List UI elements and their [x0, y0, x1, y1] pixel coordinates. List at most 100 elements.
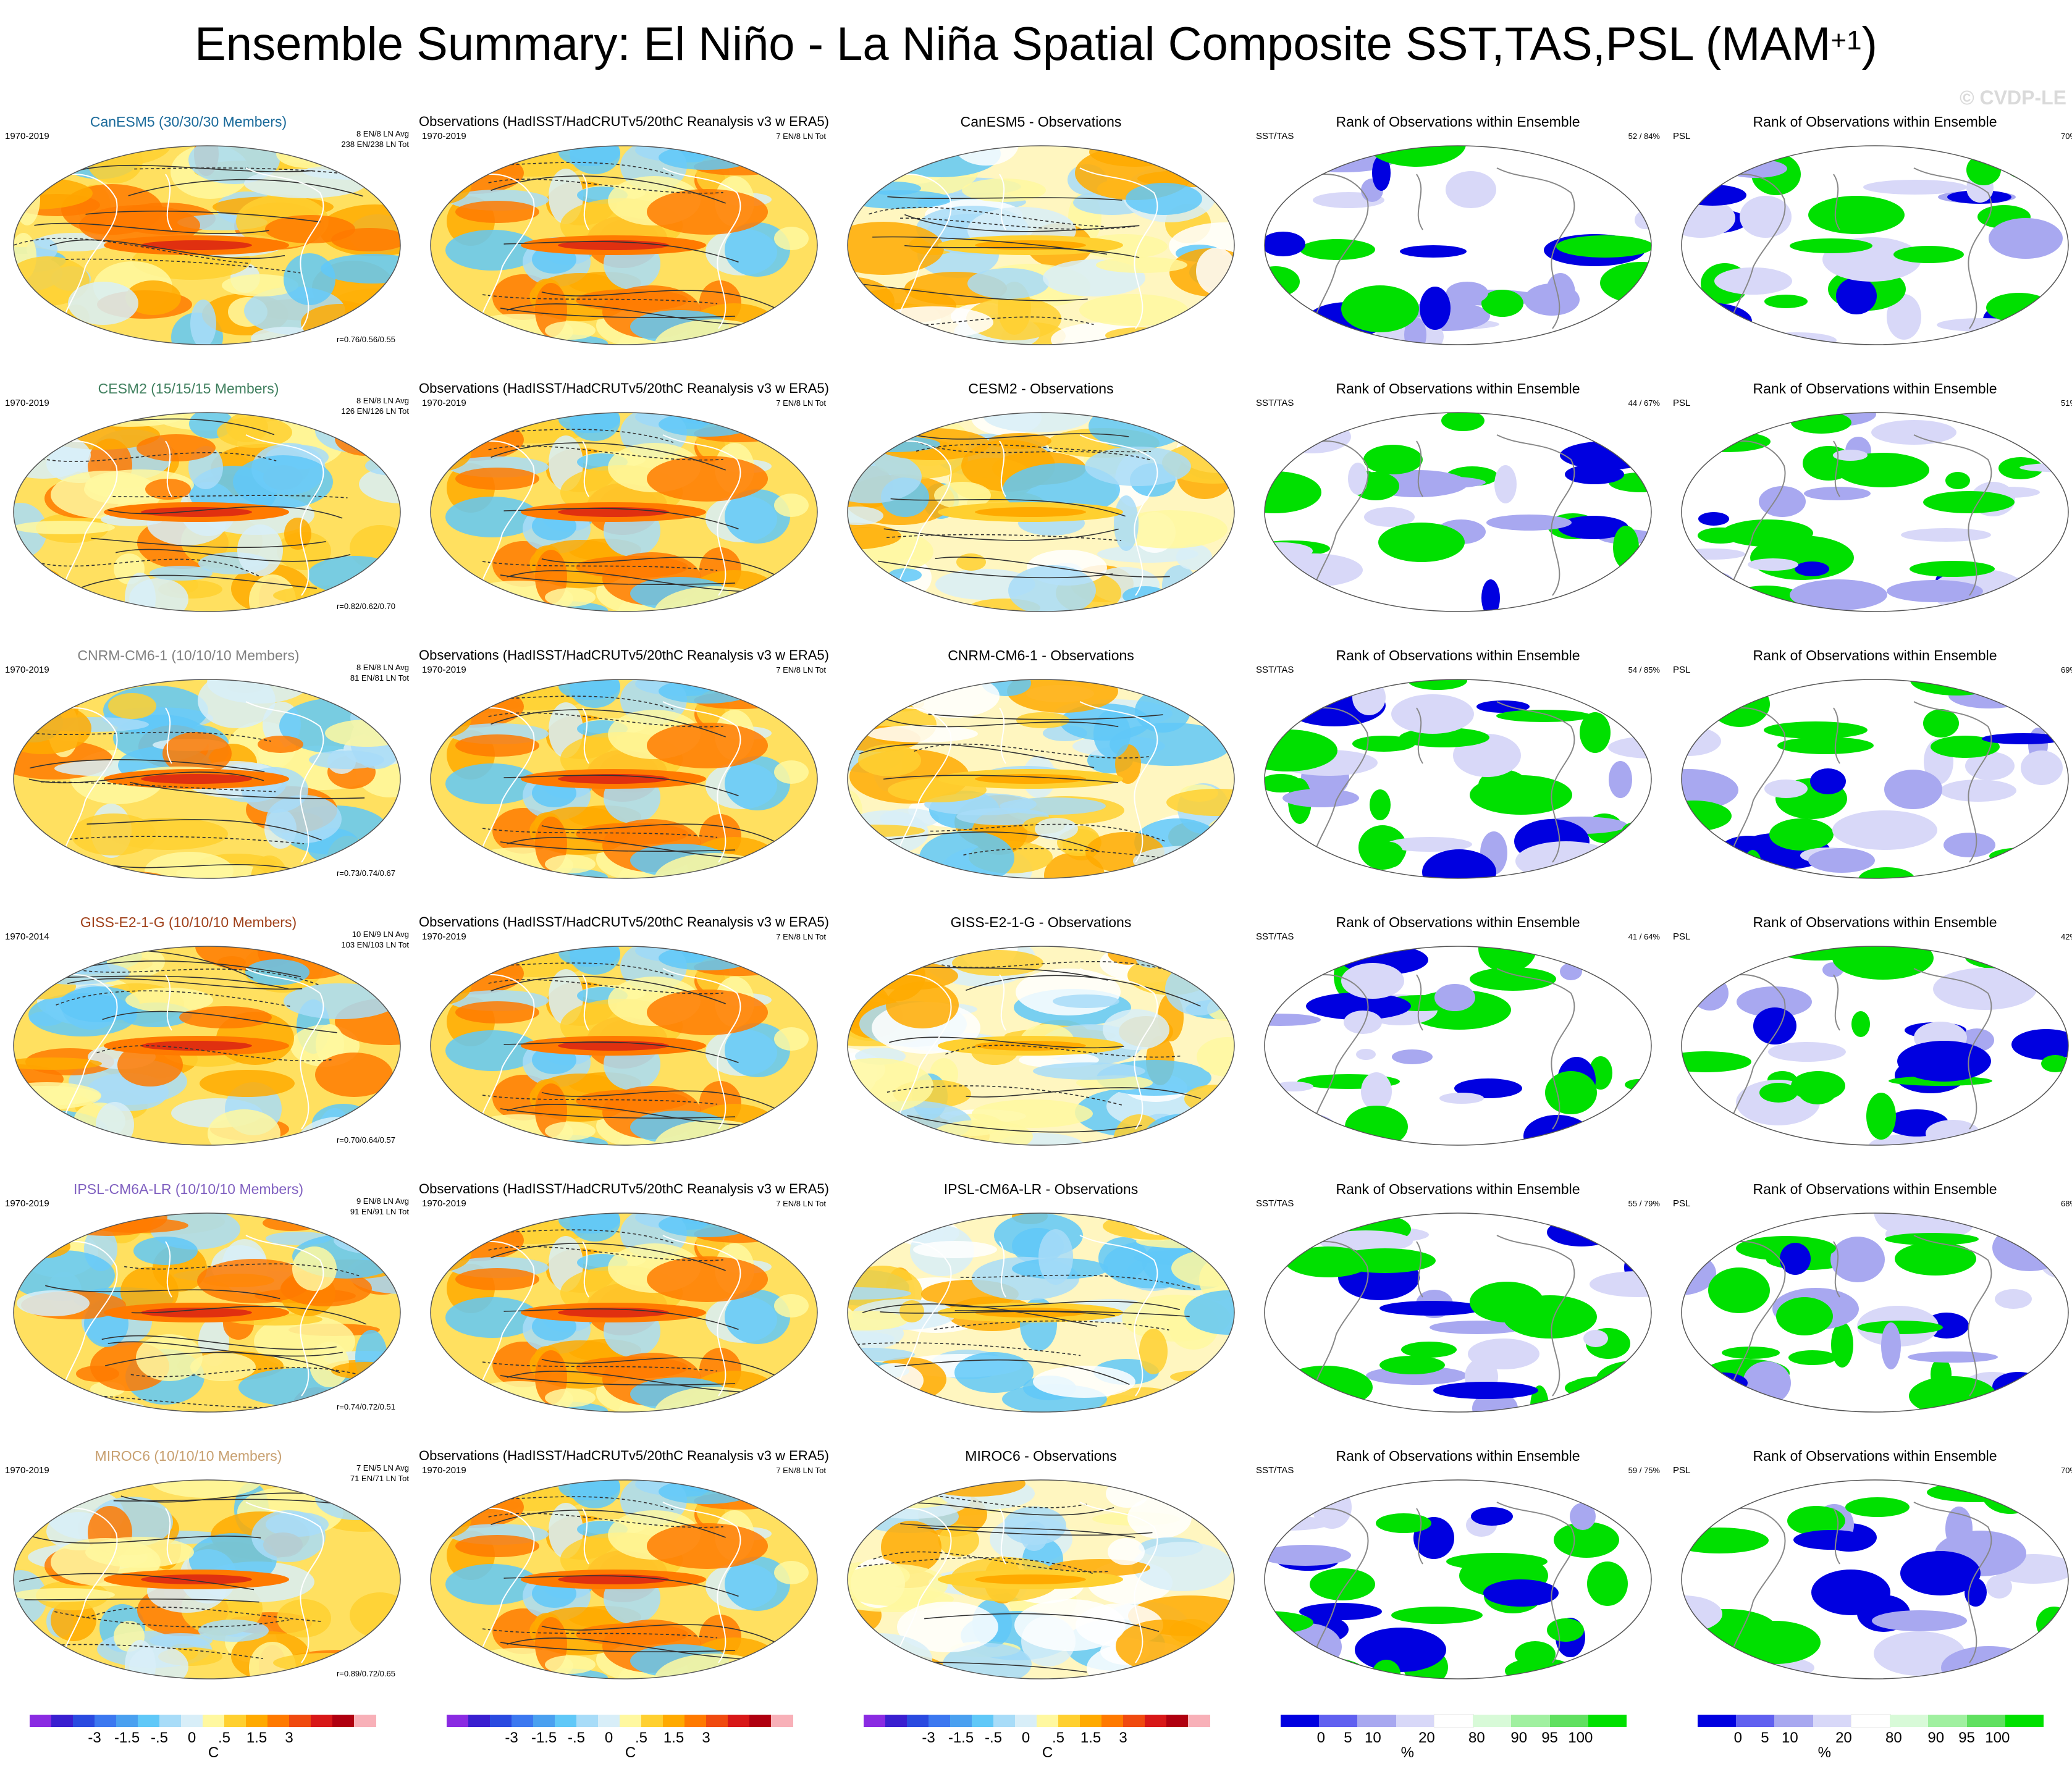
anomaly-patch: [725, 756, 790, 810]
colorbar-tick: 0: [604, 1729, 613, 1746]
map-container: [11, 410, 403, 614]
period-label: 1970-2019: [422, 398, 466, 408]
anomaly-patch: [952, 950, 1043, 976]
rank-patch: [2011, 1029, 2068, 1060]
coastline: [465, 701, 741, 863]
rank-patch: [1265, 1545, 1351, 1566]
equatorial-core: [141, 1308, 252, 1318]
rank-patch: [1441, 413, 1485, 431]
colorbar-tick: .5: [1051, 1729, 1065, 1746]
anomaly-patch: [438, 600, 479, 612]
globe-outline: [1681, 412, 2069, 612]
anomaly-patch: [96, 1102, 134, 1145]
psl-contour: [886, 534, 1122, 542]
anomaly-patch: [848, 1058, 933, 1114]
psl-contour: [131, 1306, 367, 1325]
colorbar-tick: 10: [1781, 1729, 1798, 1746]
anomaly-patch: [767, 1107, 817, 1138]
anomaly-patch: [68, 282, 138, 325]
rank-title: Rank of Observations within Ensemble: [1336, 1448, 1580, 1464]
colorbar-tick: -1.5: [531, 1729, 557, 1746]
map-container: [1679, 677, 2071, 881]
rank-patch: [1893, 246, 1964, 263]
obs-title: Observations (HadISST/HadCRUTv5/20thC Re…: [419, 914, 829, 930]
map-container: [428, 1211, 820, 1414]
colorbar-tick: 1.5: [663, 1729, 684, 1746]
rank-patch: [1434, 984, 1475, 1011]
colorbar-tick: 5: [1761, 1729, 1769, 1746]
psl-contour: [915, 440, 1150, 460]
anomaly-patch: [431, 1110, 459, 1124]
anomaly-patch: [251, 1510, 326, 1562]
rankpsl-map: [1681, 679, 2069, 879]
period-label: 1970-2019: [422, 131, 466, 141]
colorbar-tick: 1.5: [246, 1729, 267, 1746]
coastline: [465, 1502, 741, 1663]
model-panel: CESM2 (15/15/15 Members) 1970-2019 8 EN/8 …: [0, 359, 414, 625]
anomaly-patch: [749, 856, 811, 878]
rank-patch: [1897, 1041, 1991, 1082]
rank-patch: [1866, 1093, 1896, 1140]
psl-contour: [930, 823, 1166, 842]
anomaly-patch: [431, 576, 459, 590]
anomaly-patch: [558, 146, 620, 166]
rank-patch: [1620, 1123, 1651, 1137]
anomaly-patch: [1197, 1372, 1234, 1412]
rank-patch: [1272, 293, 1293, 309]
psl-contour: [889, 1036, 1124, 1049]
coastline: [48, 434, 324, 596]
psl-contour: [503, 241, 739, 263]
rank-patch: [1788, 1350, 1837, 1365]
globe-outline: [1264, 1479, 1652, 1679]
rank-score: 44 / 67%: [1628, 398, 1660, 408]
colorbar-swatch: [447, 1715, 469, 1727]
colorbar-tick: 90: [1927, 1729, 1945, 1746]
colorbar-tick: -3: [505, 1729, 518, 1746]
colorbar-swatch: [950, 1715, 972, 1727]
globe-outline: [13, 412, 401, 612]
colorbar-swatch: [95, 1715, 117, 1727]
colorbar-swatch: [641, 1715, 663, 1727]
colorbar-swatch: [512, 1715, 534, 1727]
anomaly-patch: [125, 280, 181, 315]
coastline: [48, 968, 324, 1130]
anomaly-patch: [849, 1213, 897, 1250]
colorbar-swatch: [1813, 1715, 1852, 1727]
diff-title: IPSL-CM6A-LR - Observations: [943, 1181, 1139, 1197]
ensemble-avg: 8 EN/8 LN Avg: [356, 663, 409, 672]
coastline: [882, 968, 1158, 1130]
diff-map: [847, 1213, 1235, 1413]
period-label: 1970-2019: [422, 665, 466, 675]
rank-patch: [1989, 218, 2063, 259]
anomaly-patch: [749, 589, 811, 612]
anomaly-patch: [848, 222, 944, 275]
temp-map: [13, 679, 401, 879]
anomaly-patch: [888, 568, 922, 582]
temp-map: [13, 946, 401, 1146]
rank-patch: [1481, 290, 1523, 317]
rank-patch: [1420, 287, 1451, 330]
rank-patch: [1372, 155, 1391, 191]
rank-patch: [1901, 528, 1991, 542]
psl-contour: [503, 775, 739, 797]
rank-patch: [2010, 589, 2050, 612]
equatorial-core: [975, 507, 1086, 517]
rank-patch: [2032, 1101, 2068, 1122]
rank-patch: [1408, 679, 1467, 690]
psl-contour: [96, 1045, 332, 1062]
rank-patch: [1808, 196, 1905, 234]
rank-patch: [1612, 146, 1651, 168]
rank-patch: [1617, 679, 1651, 699]
map-container: [1262, 410, 1654, 614]
diff-map: [847, 412, 1235, 612]
psl-contour: [883, 718, 1119, 728]
rank-patch: [1367, 146, 1466, 167]
rank-patch: [1341, 963, 1404, 999]
rank-patch: [1831, 1322, 1853, 1368]
rank-patch: [1713, 1480, 1764, 1495]
anomaly-patch: [545, 1389, 596, 1407]
map-background: [1265, 946, 1651, 1145]
anomaly-patch: [545, 321, 596, 340]
period-label: 1970-2019: [5, 1465, 49, 1476]
anomaly-patch: [1173, 1651, 1234, 1679]
